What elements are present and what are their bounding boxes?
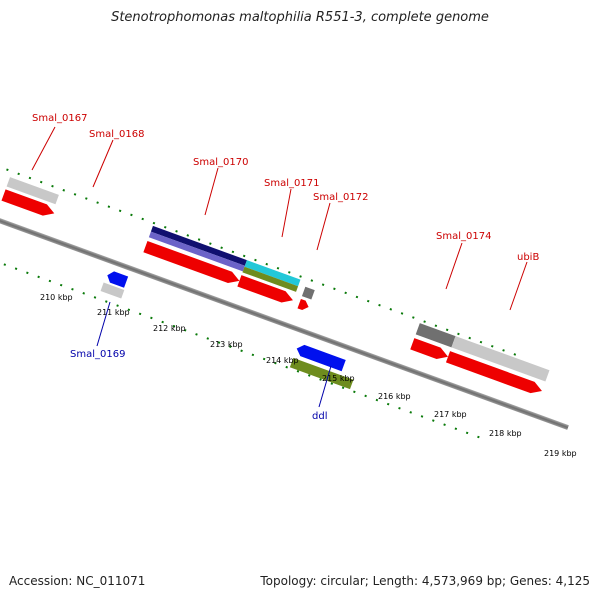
gene-box-ubib[interactable] [451,336,550,382]
map-title: Stenotrophomonas maltophilia R551-3, com… [111,10,489,25]
gene-label-smal-0172[interactable]: Smal_0172 [313,192,368,203]
cds-arrow-ddl[interactable] [295,343,346,372]
leader-smal-0168 [92,139,114,188]
gene-box-smal-0169[interactable] [100,282,125,299]
tick-label-218: 218 kbp [489,429,522,438]
tick-label-211: 211 kbp [97,308,130,317]
gene-box-smal-0172[interactable] [301,286,315,300]
leader-smal-0169 [96,301,111,347]
gene-box-smal-0171[interactable] [244,260,301,287]
cds-arrow-smal-0170[interactable] [143,240,241,286]
topology-text: Topology: circular; Length: 4,573,969 bp… [260,574,590,588]
leader-smal-0174 [445,242,463,290]
tick-label-214: 214 kbp [266,356,299,365]
cds-arrow-smal-0168[interactable] [1,189,56,219]
tick-label-212: 212 kbp [153,324,186,333]
cds-arrow-smal-0172[interactable] [297,298,310,312]
tick-label-213: 213 kbp [210,340,243,349]
gene-box-ddl[interactable] [289,357,354,390]
gene-label-smal-0171[interactable]: Smal_0171 [264,178,319,189]
cds-arrow-smal-0169[interactable] [105,270,129,288]
tick-label-217: 217 kbp [434,410,467,419]
gene-label-ddl[interactable]: ddl [312,411,327,422]
leader-ddl [318,365,332,408]
gene-box-smal-0174[interactable] [415,323,456,348]
cds-arrow-smal-0174[interactable] [410,338,450,362]
tick-label-219: 219 kbp [544,449,577,458]
cds-arrow-ubib[interactable] [445,351,544,396]
tick-label-216: 216 kbp [378,392,411,401]
leader-smal-0171 [281,188,292,238]
leader-smal-0172 [316,202,331,251]
gene-box-smal-0170[interactable] [150,225,247,266]
upper-tick-track [0,160,520,358]
gene-label-smal-0174[interactable]: Smal_0174 [436,231,491,242]
tick-label-210: 210 kbp [40,293,73,302]
gene-label-smal-0167[interactable]: Smal_0167 [32,113,87,124]
leader-ubib [509,261,528,311]
gene-box-smal-0168[interactable] [6,177,59,205]
gene-label-smal-0170[interactable]: Smal_0170 [193,157,248,168]
gene-label-smal-0169[interactable]: Smal_0169 [70,349,125,360]
leader-smal-0170 [204,167,219,216]
accession-text: Accession: NC_011071 [9,574,146,588]
genome-backbone [0,185,569,430]
cds-arrow-smal-0171[interactable] [237,275,295,306]
leader-smal-0167 [31,126,56,171]
gene-label-smal-0168[interactable]: Smal_0168 [89,129,144,140]
gene-box-smal-0171-cog[interactable] [242,266,299,292]
gene-label-ubib[interactable]: ubiB [517,252,539,263]
tick-label-215: 215 kbp [322,374,355,383]
gene-box-smal-0170-cog[interactable] [148,231,245,272]
